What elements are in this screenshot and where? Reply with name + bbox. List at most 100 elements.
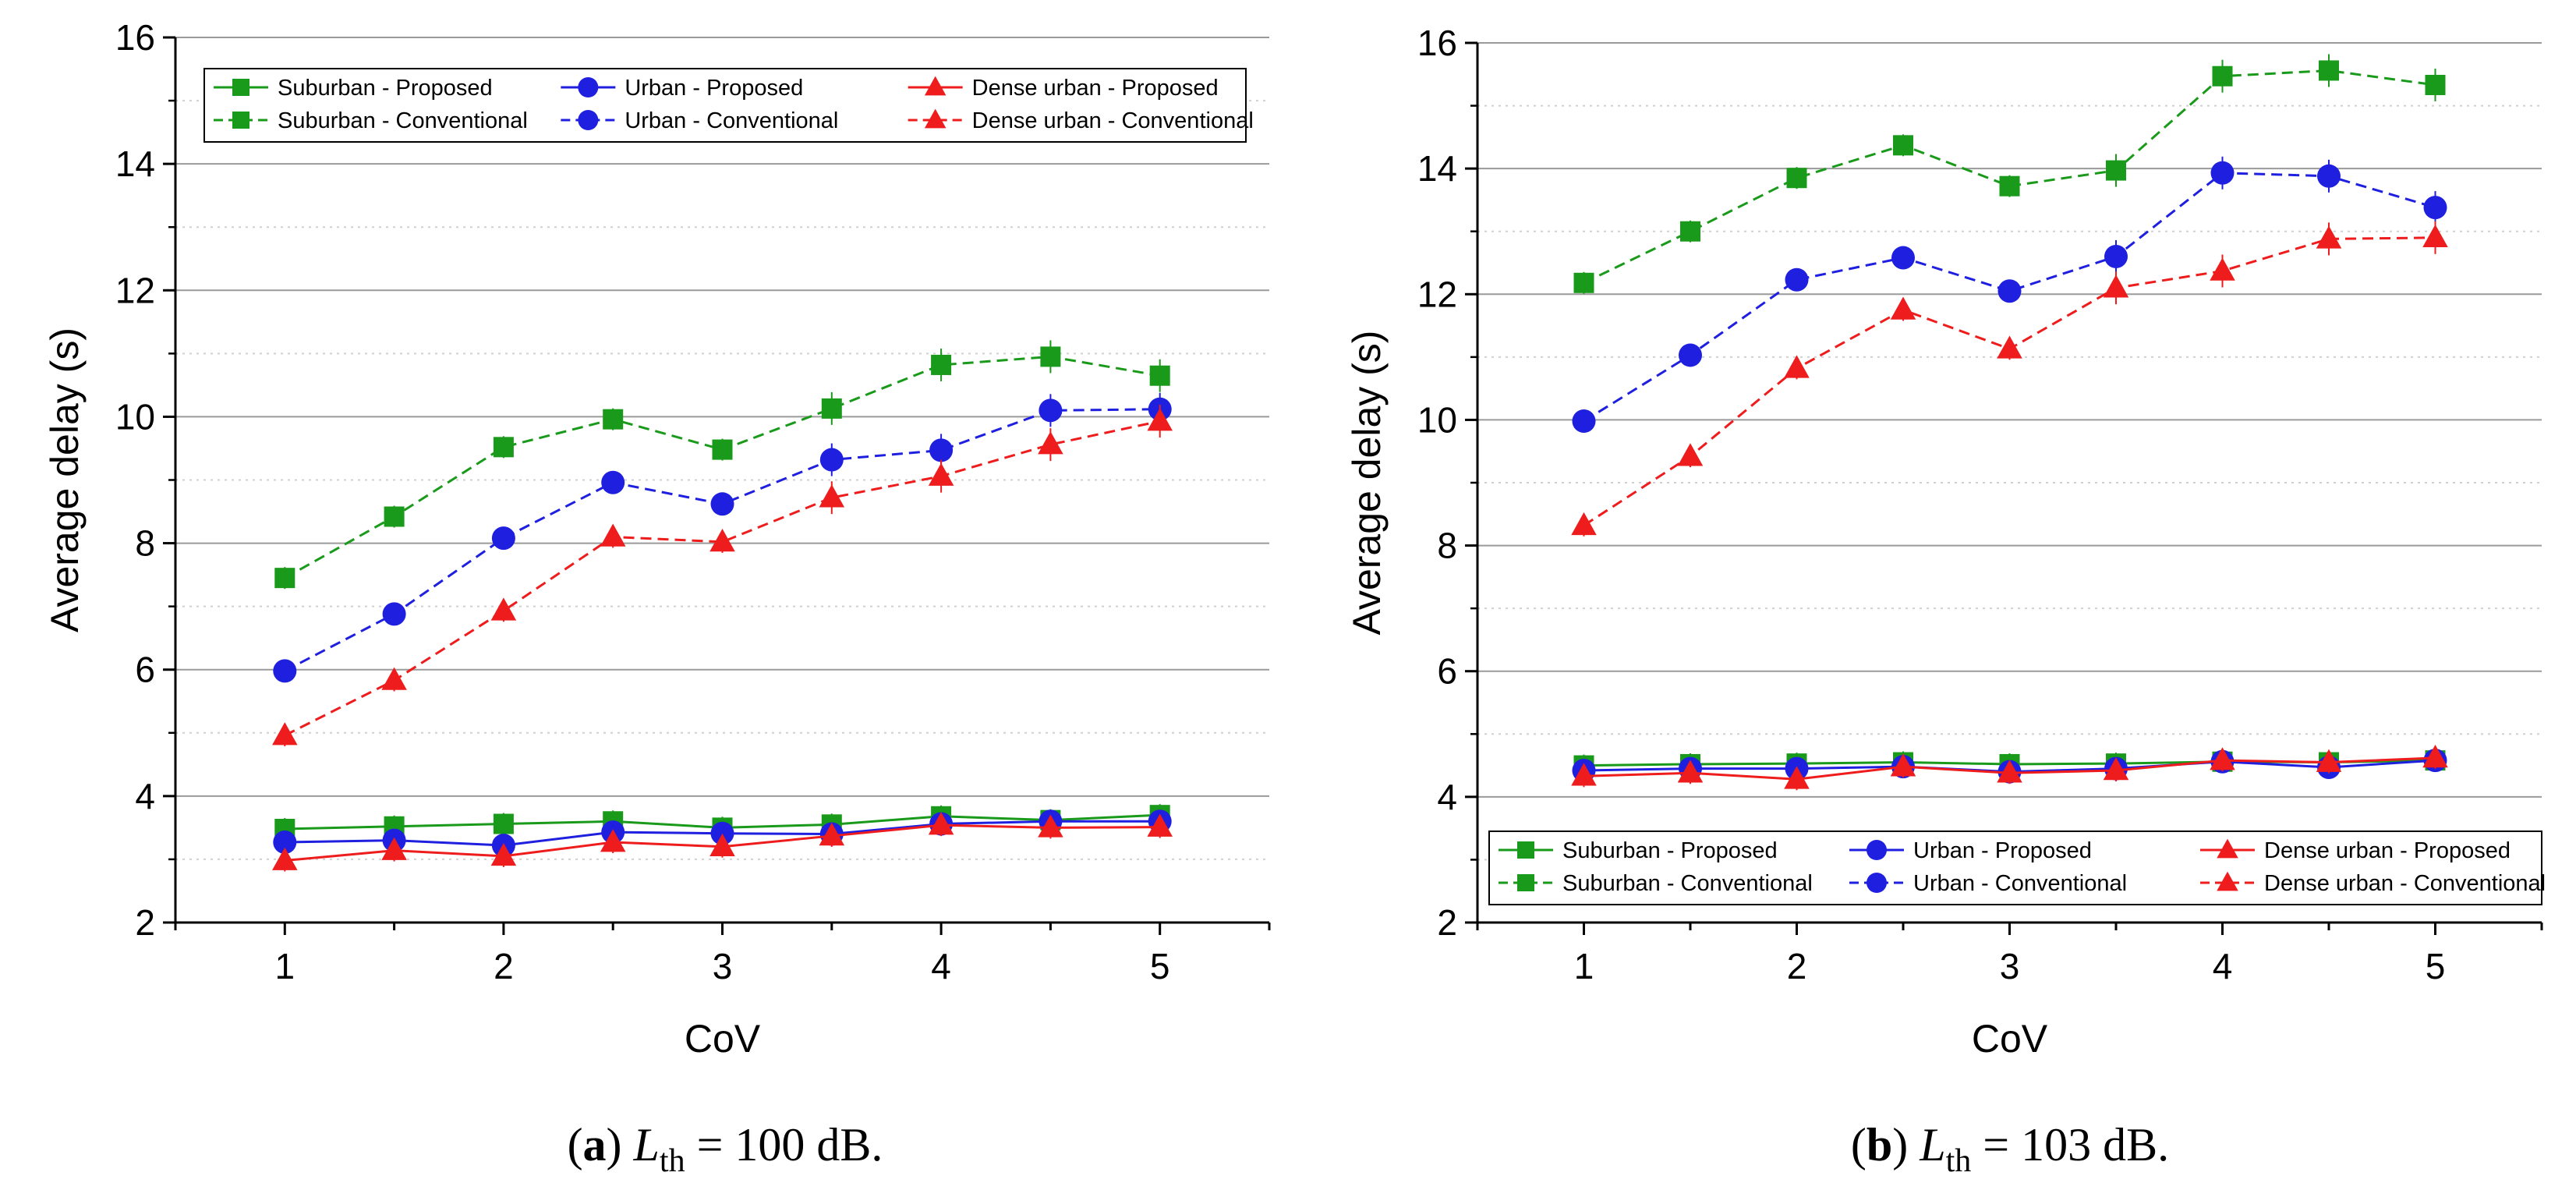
legend-label: Suburban - Conventional [278, 108, 528, 133]
data-point [710, 492, 734, 516]
data-point [2210, 161, 2235, 185]
x-tick-label: 1 [275, 946, 295, 986]
data-point [1677, 760, 1704, 783]
legend-marker [232, 79, 249, 96]
data-point [709, 529, 735, 552]
legend-label: Dense urban - Conventional [972, 108, 1254, 133]
data-point [382, 602, 406, 626]
data-point [490, 842, 517, 866]
caption-part: ) [607, 1119, 634, 1171]
y-tick-label: 2 [1437, 902, 1457, 943]
caption-part: th [1946, 1143, 1972, 1179]
data-point [1679, 343, 1702, 367]
data-point [1784, 355, 1810, 378]
data-point [600, 523, 626, 547]
legend-label: Urban - Proposed [625, 76, 803, 101]
y-tick-label: 14 [115, 143, 155, 184]
data-point [710, 821, 734, 845]
data-point [819, 448, 844, 472]
legend-label: Urban - Conventional [625, 108, 838, 133]
data-point [1040, 346, 1061, 367]
caption-part: L [1919, 1119, 1945, 1171]
data-point [819, 823, 845, 846]
data-point [928, 812, 954, 835]
data-point [2104, 244, 2128, 268]
data-point [1038, 431, 1063, 455]
legend-marker [578, 77, 599, 97]
data-point [601, 470, 625, 494]
y-tick-label: 8 [1437, 526, 1457, 566]
y-tick-label: 8 [135, 523, 155, 564]
legend-label: Dense urban - Conventional [2264, 871, 2546, 896]
series-dense-urban-conventional [1571, 221, 2448, 537]
data-point [2106, 160, 2126, 181]
x-tick-label: 5 [2426, 946, 2446, 986]
data-point [2317, 164, 2341, 188]
data-point [1784, 766, 1810, 789]
legend-marker [1517, 874, 1534, 891]
grid [1477, 42, 2542, 861]
y-tick-label: 2 [135, 902, 155, 943]
legend-label: Suburban - Conventional [1562, 871, 1813, 896]
x-tick-label: 5 [1150, 946, 1170, 986]
data-point [381, 837, 407, 860]
data-point [1571, 512, 1597, 536]
legend-marker [924, 76, 947, 96]
data-point [931, 354, 952, 375]
series-line [1583, 172, 2436, 423]
legend-label: Suburban - Proposed [278, 76, 493, 101]
x-tick-label: 1 [1574, 946, 1594, 986]
series-suburban-conventional [1573, 54, 2446, 294]
caption-part: = 100 dB. [685, 1119, 883, 1171]
y-tick-label: 12 [1417, 274, 1457, 314]
data-point [490, 597, 517, 621]
data-point [1149, 365, 1170, 386]
data-point [1997, 760, 2022, 783]
x-tick-label: 3 [713, 946, 733, 986]
data-point [272, 722, 298, 746]
caption-part: a [583, 1119, 607, 1171]
data-point [2319, 60, 2339, 81]
series-dense-urban-proposed [272, 812, 1173, 872]
x-tick-label: 4 [2213, 946, 2233, 986]
data-point [274, 568, 295, 589]
data-point [712, 439, 733, 460]
y-tick-label: 10 [1417, 399, 1457, 440]
caption-text: (b) Lth = 103 dB. [1851, 1119, 2169, 1179]
data-point [2103, 274, 2129, 298]
legend-marker [2217, 838, 2238, 859]
data-point [1039, 398, 1063, 423]
y-tick-label: 6 [1437, 651, 1457, 692]
caption-part: ( [1851, 1119, 1867, 1171]
caption-part: th [660, 1143, 685, 1179]
data-point [384, 506, 405, 527]
x-tick-label: 3 [2000, 946, 2020, 986]
x-axis-label: CoV [685, 1017, 761, 1061]
legend-label: Dense urban - Proposed [2264, 838, 2511, 863]
x-tick-label: 2 [1787, 946, 1807, 986]
data-point [1573, 272, 1594, 293]
series-suburban-conventional [274, 340, 1170, 590]
legend-box [203, 68, 1247, 143]
series-dense-urban-conventional [272, 405, 1173, 747]
data-point [2316, 225, 2342, 249]
data-point [273, 659, 297, 683]
legend-label: Urban - Conventional [1913, 871, 2127, 896]
data-point [2316, 749, 2342, 772]
y-axis-label: Average delay (s) [43, 328, 87, 632]
y-tick-label: 14 [1417, 148, 1457, 189]
caption-text: (a) Lth = 100 dB. [568, 1119, 883, 1179]
data-point [1890, 753, 1916, 777]
data-point [2210, 747, 2235, 770]
x-axis-label: CoV [1972, 1017, 2048, 1061]
y-tick-label: 12 [115, 270, 155, 310]
data-point [1786, 168, 1807, 189]
data-point [1147, 813, 1173, 837]
data-point [1785, 267, 1809, 292]
legend-marker [1867, 840, 1887, 860]
data-point [381, 667, 407, 690]
caption-part: b [1867, 1119, 1892, 1171]
caption-part: ) [1892, 1119, 1920, 1171]
data-point [2103, 757, 2129, 781]
